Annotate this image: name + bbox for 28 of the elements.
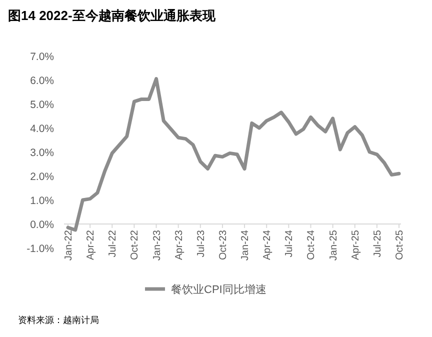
y-tick-label: 7.0% xyxy=(30,51,54,63)
x-tick-label: Apr-25 xyxy=(350,230,362,260)
y-tick-label: 5.0% xyxy=(30,99,54,111)
x-tick-label: Jul-23 xyxy=(196,230,207,258)
x-tick-label: Jan-24 xyxy=(240,230,252,261)
chart-title: 图14 2022-至今越南餐饮业通胀表现 xyxy=(8,8,216,23)
x-tick-label: Jul-25 xyxy=(372,230,384,258)
y-tick-label: 0.0% xyxy=(30,219,54,231)
y-tick-label: 4.0% xyxy=(30,123,54,135)
legend-label: 餐饮业CPI同比增速 xyxy=(171,283,266,296)
x-tick-label: Oct-25 xyxy=(394,230,406,260)
x-tick-label: Apr-24 xyxy=(262,230,274,260)
y-tick-label: 1.0% xyxy=(30,195,54,207)
y-tick-label: 6.0% xyxy=(30,75,54,87)
y-tick-label: -1.0% xyxy=(26,243,54,255)
x-tick-label: Apr-23 xyxy=(174,230,185,260)
x-tick-label: Oct-22 xyxy=(130,230,141,260)
x-tick-label: Oct-23 xyxy=(218,230,229,260)
y-tick-label: 3.0% xyxy=(30,147,54,159)
text: 资料来源：越南计局 xyxy=(18,315,99,325)
x-tick-label: Jan-25 xyxy=(328,230,340,261)
y-tick-label: 2.0% xyxy=(30,171,54,183)
x-tick-label: Jul-22 xyxy=(108,230,119,258)
x-tick-label: Apr-22 xyxy=(86,230,97,260)
x-tick-label: Jan-23 xyxy=(152,230,163,261)
x-tick-label: Jul-24 xyxy=(284,230,296,258)
x-tick-label: Jan-22 xyxy=(64,230,74,261)
x-tick-label: Oct-24 xyxy=(306,230,318,260)
